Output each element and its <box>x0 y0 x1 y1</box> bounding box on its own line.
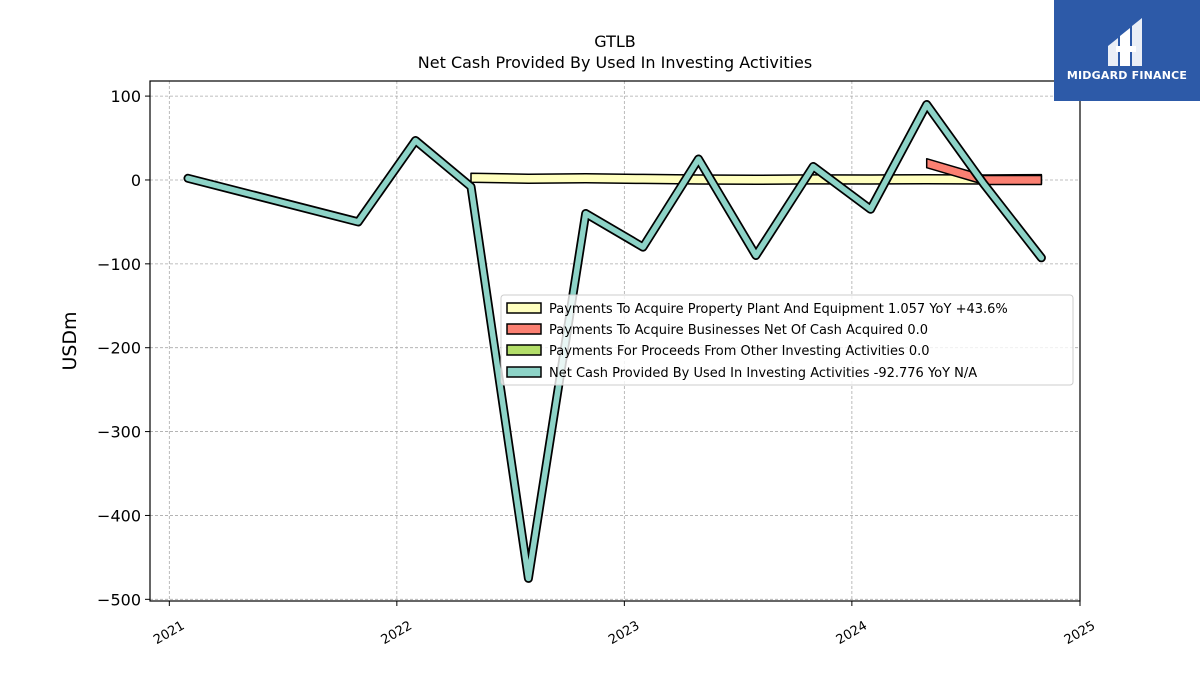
y-tick-label: −500 <box>97 590 141 609</box>
legend-swatch-businesses <box>506 323 542 335</box>
legend-label-other-investing: Payments For Proceeds From Other Investi… <box>549 344 930 359</box>
x-tick-label: 2025 <box>1062 618 1098 648</box>
legend-swatch-ppe <box>506 302 542 314</box>
legend-box <box>500 294 1074 386</box>
plot-frame <box>149 80 1081 602</box>
midgard-logo-icon <box>1108 18 1142 66</box>
y-tick-label: 0 <box>131 171 141 190</box>
y-axis-label: USDm <box>59 311 81 370</box>
x-tick-label: 2022 <box>379 618 415 648</box>
y-tick-label: 100 <box>110 87 141 106</box>
x-axis: 2021 2022 2023 2024 2025 <box>151 601 1098 648</box>
legend-swatch-net-cash <box>506 366 542 378</box>
x-tick-label: 2024 <box>834 618 870 648</box>
logo-text: MIDGARD FINANCE <box>1066 69 1188 82</box>
y-tick-label: −100 <box>97 255 141 274</box>
legend-label-businesses: Payments To Acquire Businesses Net Of Ca… <box>549 323 928 338</box>
series-1-band <box>925 157 1043 186</box>
y-tick-label: −400 <box>97 506 141 525</box>
legend-swatch-other-investing <box>506 344 542 356</box>
legend: Payments To Acquire Property Plant And E… <box>500 294 1074 386</box>
y-axis: 100 0 −100 −200 −300 −400 −500 <box>97 87 150 609</box>
x-tick-label: 2023 <box>606 618 642 648</box>
legend-label-net-cash: Net Cash Provided By Used In Investing A… <box>549 366 977 381</box>
legend-label-ppe: Payments To Acquire Property Plant And E… <box>549 302 1008 317</box>
brand-logo: MIDGARD FINANCE <box>1054 0 1200 101</box>
chart-title: GTLB <box>594 32 636 51</box>
series-3-line <box>185 101 1045 582</box>
x-tick-label: 2021 <box>151 618 187 648</box>
series-layer <box>183 100 1046 583</box>
y-tick-label: −300 <box>97 423 141 442</box>
chart-subtitle: Net Cash Provided By Used In Investing A… <box>418 53 812 72</box>
y-tick-label: −200 <box>97 339 141 358</box>
